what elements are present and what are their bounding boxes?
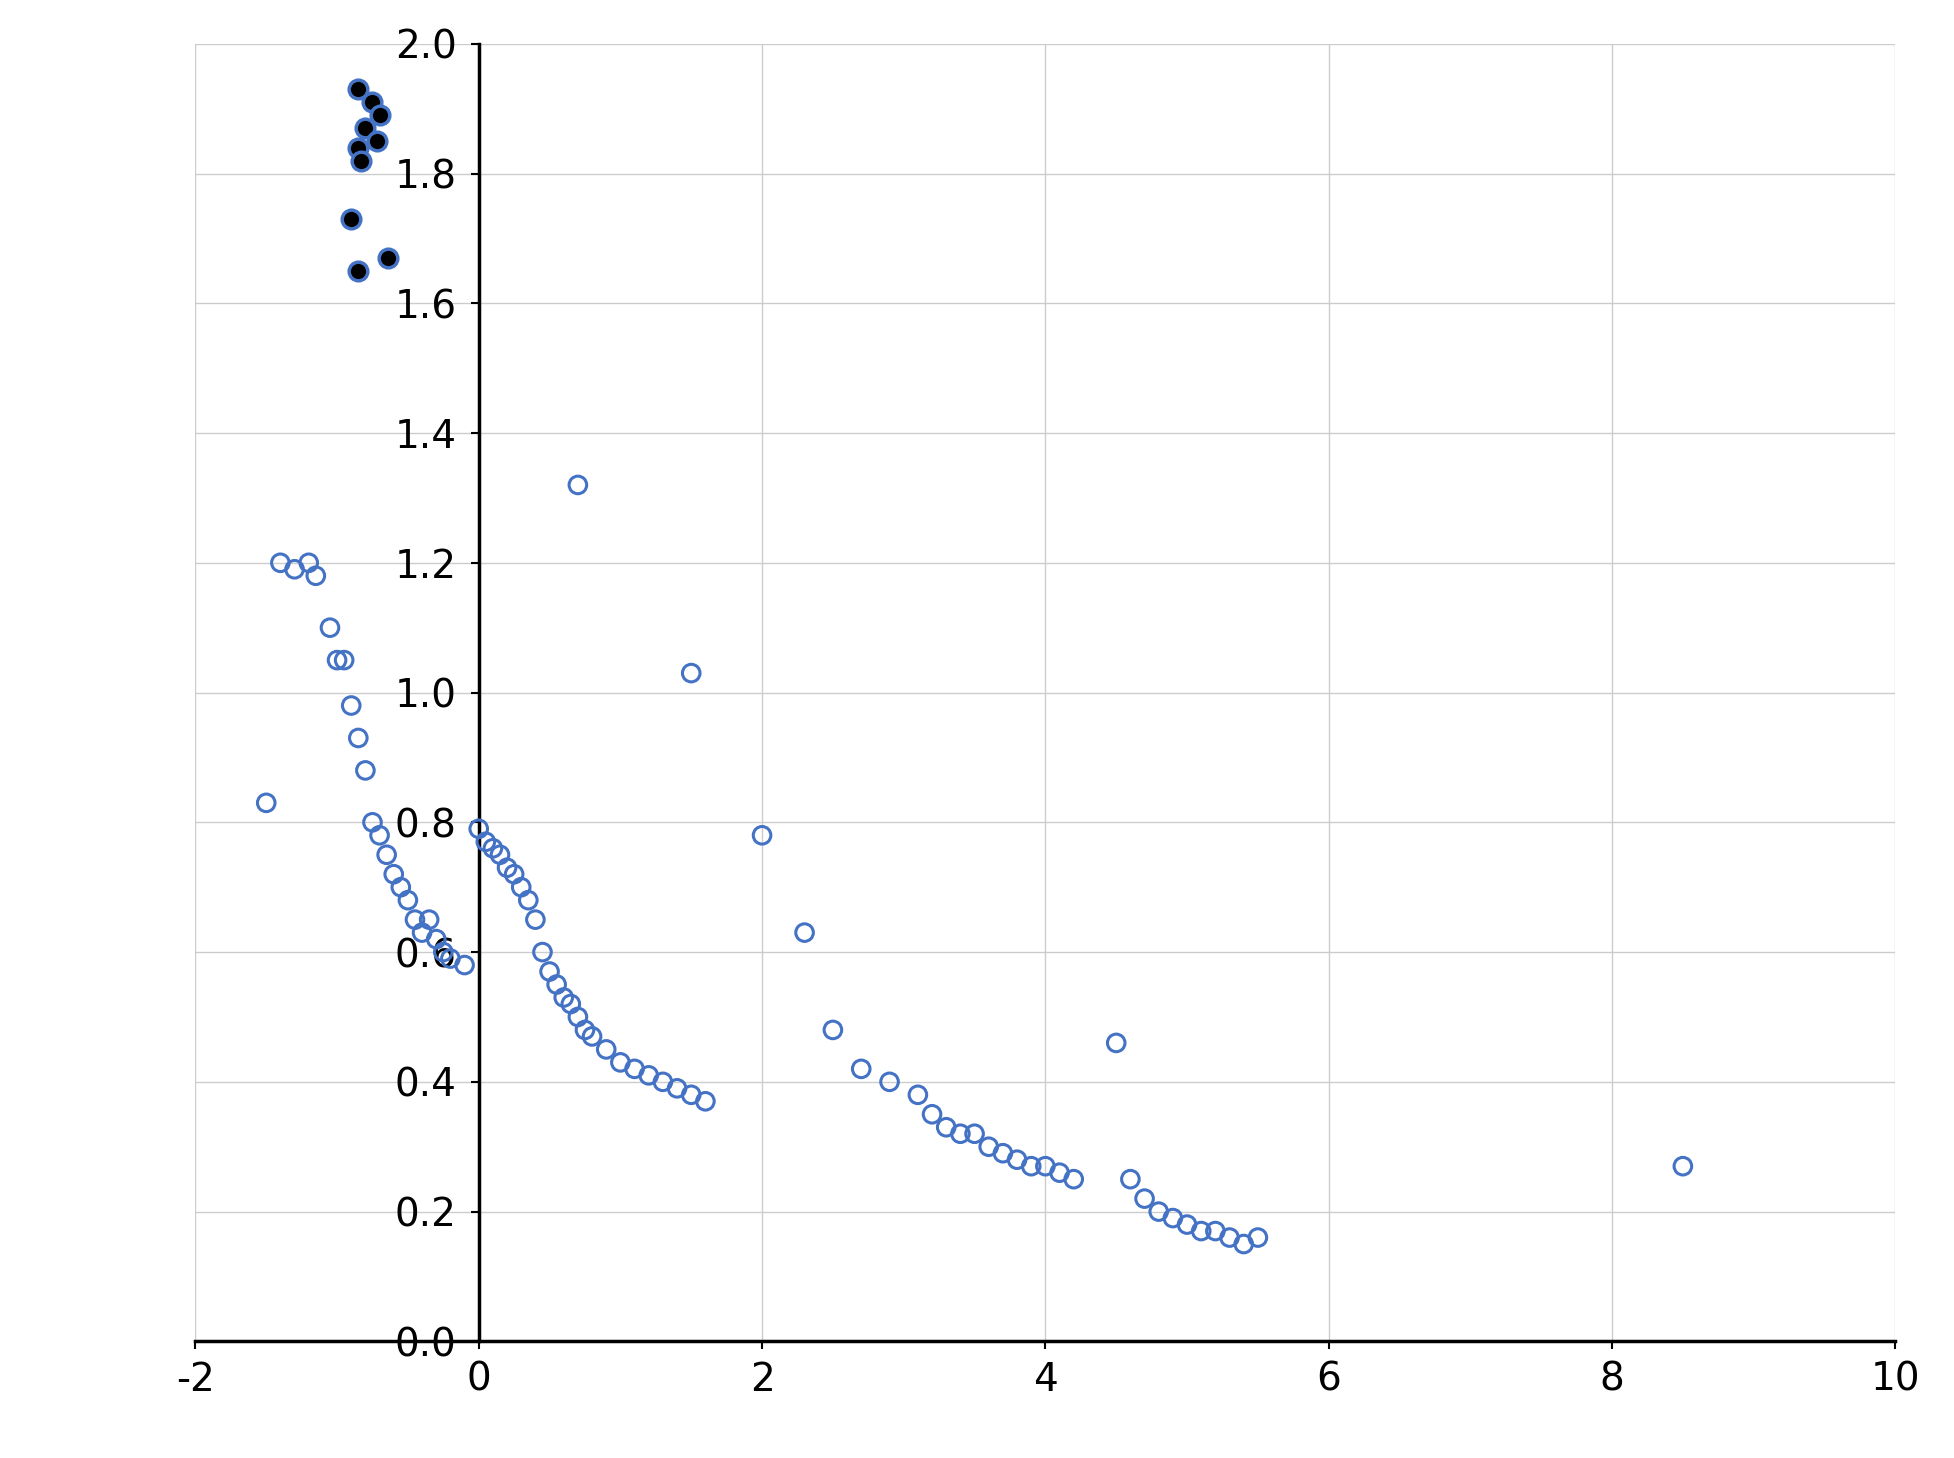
Point xyxy=(315,615,346,639)
Point xyxy=(973,1134,1004,1158)
Point xyxy=(576,1025,608,1048)
Point xyxy=(420,927,451,951)
Point xyxy=(789,921,821,945)
Point xyxy=(547,986,578,1009)
Point xyxy=(393,888,424,911)
Point xyxy=(563,1006,594,1029)
Point xyxy=(569,1018,600,1041)
Point xyxy=(358,811,389,834)
Point xyxy=(471,830,502,853)
Point xyxy=(633,1064,664,1088)
Point xyxy=(528,940,559,964)
Point xyxy=(361,130,393,153)
Point xyxy=(1213,1226,1245,1250)
Point xyxy=(555,993,586,1016)
Point xyxy=(512,888,543,911)
Point xyxy=(434,946,465,970)
Point xyxy=(1030,1155,1061,1178)
Point xyxy=(690,1089,721,1112)
Point xyxy=(1243,1226,1274,1250)
Point xyxy=(279,557,311,580)
Point xyxy=(363,824,395,847)
Point xyxy=(520,908,551,932)
Point xyxy=(358,90,389,114)
Point xyxy=(676,1083,707,1107)
Point xyxy=(342,260,373,283)
Point xyxy=(846,1057,877,1080)
Point xyxy=(399,908,430,932)
Point xyxy=(1114,1168,1145,1191)
Point xyxy=(477,837,508,860)
Point xyxy=(541,972,573,996)
Point xyxy=(590,1038,621,1061)
Point xyxy=(1043,1161,1075,1184)
Point xyxy=(350,758,381,781)
Point xyxy=(342,726,373,749)
Point xyxy=(342,136,373,159)
Point xyxy=(428,940,459,964)
Point xyxy=(485,843,516,866)
Point xyxy=(1100,1031,1131,1054)
Point xyxy=(506,875,537,898)
Point xyxy=(301,564,332,588)
Point xyxy=(873,1070,905,1094)
Point xyxy=(463,816,494,840)
Point xyxy=(373,246,404,270)
Point xyxy=(406,921,438,945)
Point xyxy=(350,117,381,140)
Point xyxy=(903,1083,934,1107)
Point xyxy=(1200,1219,1231,1242)
Point xyxy=(449,954,481,977)
Point xyxy=(1057,1168,1088,1191)
Point xyxy=(371,843,403,866)
Point xyxy=(604,1051,635,1075)
Point xyxy=(817,1018,848,1041)
Point xyxy=(320,649,352,672)
Point xyxy=(930,1115,961,1139)
Point xyxy=(660,1076,692,1099)
Point xyxy=(414,908,446,932)
Point xyxy=(266,551,297,574)
Point xyxy=(1186,1219,1217,1242)
Point xyxy=(746,824,778,847)
Point xyxy=(987,1142,1018,1165)
Point xyxy=(328,649,360,672)
Point xyxy=(676,662,707,685)
Point xyxy=(619,1057,651,1080)
Point xyxy=(385,875,416,898)
Point xyxy=(363,104,395,127)
Point xyxy=(293,551,324,574)
Point xyxy=(1129,1187,1161,1210)
Point xyxy=(1016,1155,1047,1178)
Point xyxy=(959,1123,991,1146)
Point xyxy=(1227,1232,1258,1255)
Point xyxy=(563,474,594,497)
Point xyxy=(533,959,565,983)
Point xyxy=(1143,1200,1174,1223)
Point xyxy=(490,856,522,879)
Point xyxy=(498,863,530,886)
Point xyxy=(647,1070,678,1094)
Point xyxy=(377,863,410,886)
Point xyxy=(944,1123,975,1146)
Point xyxy=(346,149,377,172)
Point xyxy=(336,207,367,230)
Point xyxy=(1157,1206,1188,1229)
Point xyxy=(1000,1147,1032,1171)
Point xyxy=(250,792,281,815)
Point xyxy=(1667,1155,1698,1178)
Point xyxy=(342,77,373,101)
Point xyxy=(916,1102,948,1126)
Point xyxy=(1170,1213,1202,1236)
Point xyxy=(336,694,367,717)
